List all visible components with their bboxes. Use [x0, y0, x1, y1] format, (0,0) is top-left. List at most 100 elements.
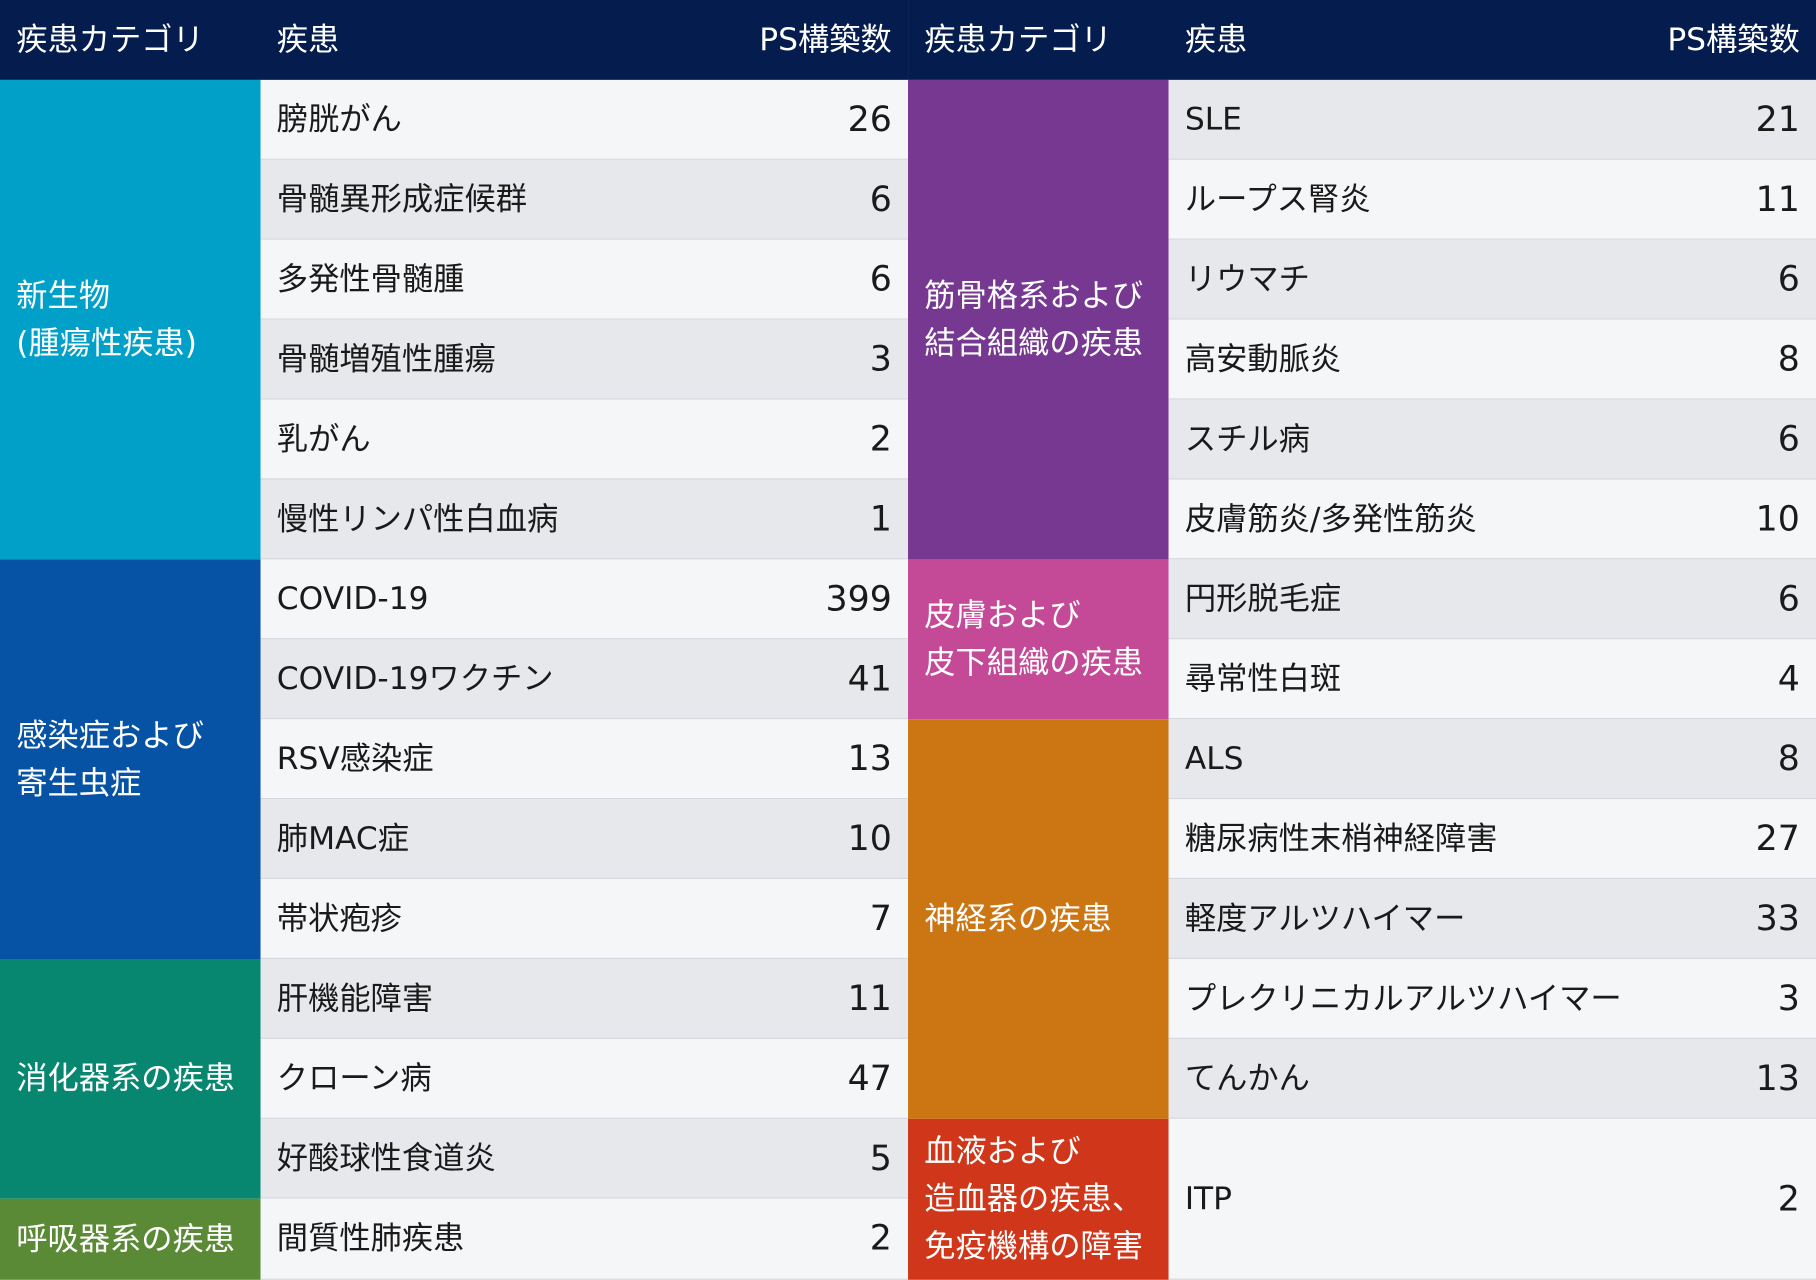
table-row: 乳がん 2 — [260, 399, 909, 480]
ps-count: 3 — [1777, 978, 1800, 1020]
ps-count: 13 — [847, 738, 892, 780]
left-header-row: 疾患カテゴリ 疾患 PS構築数 — [0, 0, 909, 80]
table-row: 軽度アルツハイマー 33 — [1168, 879, 1816, 959]
disease-name: プレクリニカルアルツハイマー — [1184, 980, 1622, 1017]
ps-count: 10 — [1755, 499, 1800, 540]
ps-count: 27 — [1755, 818, 1800, 860]
header-disease: 疾患 — [276, 22, 340, 58]
category-line: (腫瘍性疾患) — [16, 325, 197, 362]
ps-count: 3 — [869, 339, 892, 380]
table-row: SLE 21 — [1168, 79, 1816, 160]
category-line: 皮膚および — [924, 597, 1081, 634]
disease-name: 円形脱毛症 — [1184, 581, 1342, 618]
disease-name: リウマチ — [1184, 261, 1310, 298]
table-row: 骨髄増殖性腫瘍 3 — [260, 319, 909, 400]
ps-count: 4 — [1777, 659, 1800, 700]
ps-count: 11 — [1755, 179, 1800, 221]
category-line: 新生物 — [16, 277, 111, 314]
disease-name: ITP — [1184, 1181, 1233, 1218]
disease-name: 軽度アルツハイマー — [1184, 901, 1466, 937]
disease-name: 肺MAC症 — [276, 821, 410, 858]
disease-name: 慢性リンパ性白血病 — [276, 501, 559, 538]
disease-name: ループス腎炎 — [1184, 181, 1371, 218]
disease-name: 好酸球性食道炎 — [276, 1140, 496, 1177]
table-row: 好酸球性食道炎 5 — [260, 1118, 909, 1199]
ps-count: 399 — [825, 579, 892, 620]
category-nervous: 神経系の疾患 — [908, 719, 1169, 1119]
disease-name: 膀胱がん — [276, 101, 402, 138]
category-line: 免疫機構の障害 — [924, 1228, 1144, 1265]
ps-count: 5 — [869, 1138, 892, 1180]
disease-name: クローン病 — [276, 1060, 432, 1097]
table-row: 高安動脈炎 8 — [1168, 319, 1816, 400]
disease-name: 尋常性白斑 — [1184, 661, 1342, 698]
disease-name: ALS — [1184, 741, 1244, 778]
category-musculoskeletal: 筋骨格系および 結合組織の疾患 — [908, 79, 1169, 560]
ps-count: 41 — [847, 659, 892, 700]
table-row: スチル病 6 — [1168, 399, 1816, 480]
disease-name: 骨髄増殖性腫瘍 — [276, 341, 496, 378]
category-infectious: 感染症および 寄生虫症 — [0, 559, 261, 959]
table-row: 帯状疱疹 7 — [260, 879, 909, 959]
right-table: 疾患カテゴリ 疾患 PS構築数 筋骨格系および 結合組織の疾患 皮膚および 皮下… — [908, 0, 1816, 1280]
disease-name: スチル病 — [1184, 421, 1310, 458]
disease-name: 皮膚筋炎/多発性筋炎 — [1184, 501, 1477, 538]
table-row: てんかん 13 — [1168, 1038, 1816, 1119]
disease-name: COVID-19 — [276, 581, 429, 618]
header-count: PS構築数 — [1667, 22, 1800, 58]
ps-count: 47 — [847, 1058, 892, 1100]
header-disease: 疾患 — [1184, 22, 1248, 58]
ps-count: 2 — [869, 419, 892, 460]
category-line: 造血器の疾患、 — [924, 1181, 1144, 1218]
table-row: 骨髄異形成症候群 6 — [260, 159, 909, 240]
category-line: 結合組織の疾患 — [924, 325, 1144, 362]
ps-count: 2 — [1777, 1179, 1800, 1220]
table-row: 肺MAC症 10 — [260, 799, 909, 880]
ps-count: 8 — [1777, 738, 1800, 780]
ps-count: 6 — [1777, 259, 1800, 300]
ps-count: 26 — [847, 99, 892, 141]
table-row: 慢性リンパ性白血病 1 — [260, 479, 909, 560]
table-row: RSV感染症 13 — [260, 719, 909, 800]
table-row: 間質性肺疾患 2 — [260, 1198, 909, 1280]
table-row: 肝機能障害 11 — [260, 958, 909, 1039]
ps-count: 2 — [869, 1218, 892, 1259]
category-neoplasm: 新生物 (腫瘍性疾患) — [0, 79, 261, 560]
table-row: 糖尿病性末梢神経障害 27 — [1168, 799, 1816, 880]
disease-name: SLE — [1184, 101, 1242, 138]
header-category: 疾患カテゴリ — [924, 22, 1112, 58]
ps-count: 1 — [869, 499, 892, 540]
disease-name: RSV感染症 — [276, 741, 434, 778]
category-respiratory: 呼吸器系の疾患 — [0, 1198, 261, 1280]
category-blood-immune: 血液および 造血器の疾患、 免疫機構の障害 — [908, 1118, 1169, 1280]
ps-count: 10 — [847, 818, 892, 860]
disease-name: 間質性肺疾患 — [276, 1220, 465, 1257]
category-line: 神経系の疾患 — [924, 901, 1112, 937]
table-row: プレクリニカルアルツハイマー 3 — [1168, 958, 1816, 1039]
category-line: 感染症および — [16, 717, 204, 754]
disease-name: 骨髄異形成症候群 — [276, 181, 527, 218]
disease-name: COVID-19ワクチン — [276, 661, 554, 698]
disease-name: 糖尿病性末梢神経障害 — [1184, 821, 1498, 858]
ps-count: 6 — [1777, 579, 1800, 620]
disease-name: てんかん — [1184, 1060, 1310, 1097]
ps-count: 7 — [869, 898, 892, 940]
table-row: 皮膚筋炎/多発性筋炎 10 — [1168, 479, 1816, 560]
table-row: 多発性骨髄腫 6 — [260, 239, 909, 320]
category-line: 寄生虫症 — [16, 764, 142, 801]
ps-count: 6 — [869, 179, 892, 221]
disease-name: 高安動脈炎 — [1184, 341, 1342, 378]
table-row: ALS 8 — [1168, 719, 1816, 800]
left-table: 疾患カテゴリ 疾患 PS構築数 新生物 (腫瘍性疾患) 感染症および 寄生虫症 … — [0, 0, 909, 1280]
table-row: クローン病 47 — [260, 1038, 909, 1119]
table-row: COVID-19 399 — [260, 559, 909, 640]
header-category: 疾患カテゴリ — [16, 22, 204, 58]
ps-count: 6 — [869, 259, 892, 300]
table-row: 円形脱毛症 6 — [1168, 559, 1816, 640]
ps-count: 21 — [1755, 99, 1800, 141]
category-skin: 皮膚および 皮下組織の疾患 — [908, 559, 1169, 720]
ps-count: 8 — [1777, 339, 1800, 380]
disease-name: 肝機能障害 — [276, 980, 434, 1017]
